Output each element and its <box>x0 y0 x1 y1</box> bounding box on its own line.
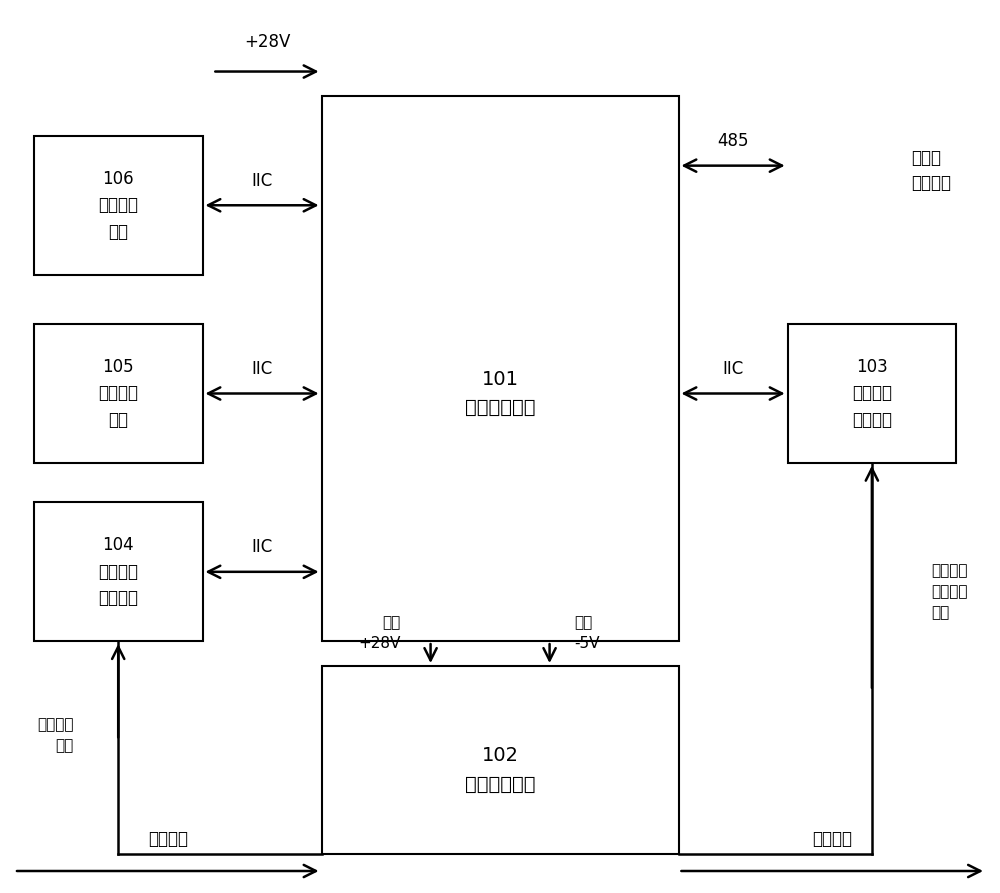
Text: 105
状态指示
电路: 105 状态指示 电路 <box>98 358 138 429</box>
Text: 104
输入功率
检测电路: 104 输入功率 检测电路 <box>98 537 138 607</box>
Text: +28V: +28V <box>244 33 290 51</box>
Text: 上位机
通信接口: 上位机 通信接口 <box>912 149 952 192</box>
Text: 101
监控单元电路: 101 监控单元电路 <box>465 370 535 417</box>
Text: 供电
-5V: 供电 -5V <box>574 615 600 651</box>
Text: IIC: IIC <box>251 360 273 378</box>
Text: 射频输出: 射频输出 <box>812 830 852 848</box>
Bar <box>34 324 203 463</box>
Text: 输入功率
反射功率
采样: 输入功率 反射功率 采样 <box>931 563 968 620</box>
Text: 供电
+28V: 供电 +28V <box>358 615 401 651</box>
Text: 102
射频放大电路: 102 射频放大电路 <box>465 747 535 794</box>
Text: 106
温度检测
电路: 106 温度检测 电路 <box>98 170 138 241</box>
Text: IIC: IIC <box>722 360 744 378</box>
Text: 485: 485 <box>717 132 749 150</box>
Bar <box>34 503 203 641</box>
Bar <box>34 136 203 275</box>
Bar <box>322 96 679 641</box>
Text: IIC: IIC <box>251 538 273 556</box>
Text: 输入功率
采样: 输入功率 采样 <box>37 717 74 754</box>
Text: IIC: IIC <box>251 171 273 189</box>
Text: 射频输入: 射频输入 <box>148 830 188 848</box>
Bar <box>322 666 679 855</box>
Bar <box>788 324 956 463</box>
Text: 103
输出功率
检测电路: 103 输出功率 检测电路 <box>852 358 892 429</box>
